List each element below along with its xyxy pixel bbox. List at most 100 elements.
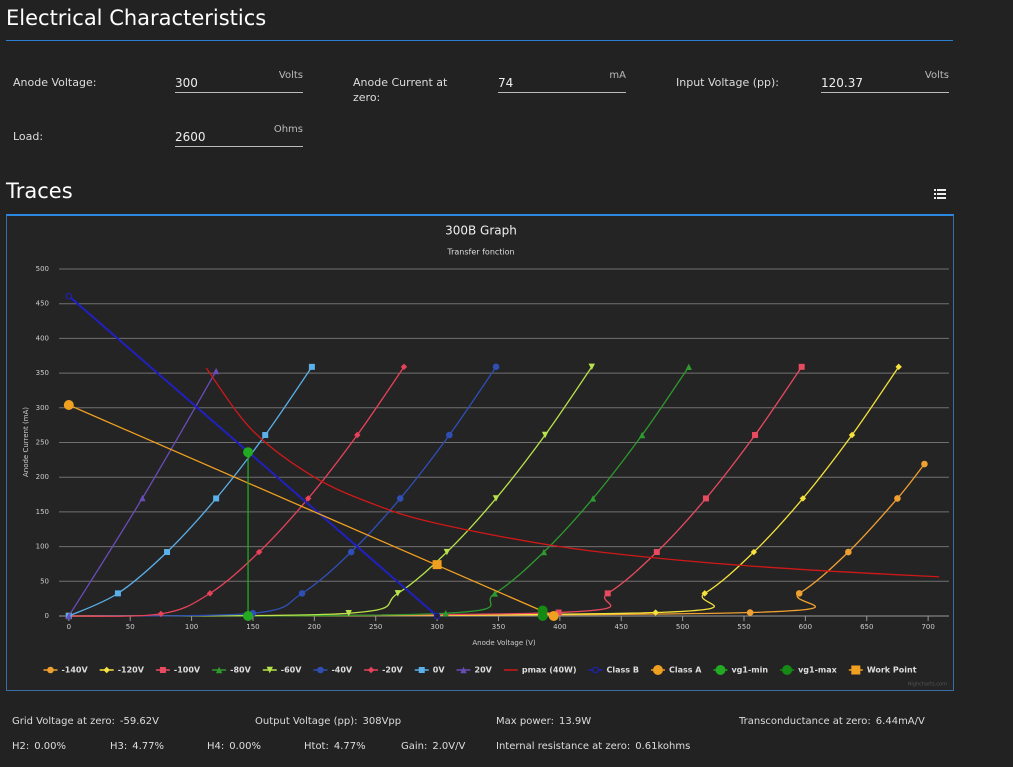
stat-item: Grid Voltage at zero: -59.62V (12, 716, 159, 727)
text-input[interactable]: 74 mA (498, 70, 626, 93)
x-tick-label: 0 (67, 623, 71, 631)
series-line (68, 366, 313, 617)
legend-item: 20V (456, 666, 493, 675)
input-value: 2600 (175, 130, 206, 144)
series-line (68, 366, 803, 617)
chart: 300B Graph Transfer fonction 0 50 100 150 200 2… (22, 224, 949, 688)
legend-label: -60V (281, 666, 302, 675)
text-input[interactable]: 120.37 Volts (821, 70, 949, 93)
text-input[interactable]: 2600 Ohms (175, 124, 303, 147)
marker (443, 548, 451, 556)
input-value: 300 (175, 76, 198, 90)
section-title: Electrical Characteristics (6, 6, 267, 30)
marker (702, 495, 709, 502)
x-tick-label: 250 (369, 623, 382, 631)
stat-item: H4: 0.00% (207, 741, 261, 752)
marker (212, 367, 220, 375)
marker (215, 666, 223, 674)
y-axis-label: Anode Current (mA) (22, 407, 30, 477)
y-tick-label: 50 (40, 577, 49, 585)
marker (47, 666, 54, 674)
legend-item: pmax (40W) (503, 666, 577, 675)
x-tick-label: 550 (737, 623, 750, 631)
chart-subtitle: Transfer fonction (446, 248, 514, 257)
marker (255, 548, 263, 556)
legend-label: -120V (118, 666, 145, 675)
legend-label: -20V (382, 666, 403, 675)
legend-label: -140V (61, 666, 88, 675)
y-tick-label: 0 (45, 612, 49, 620)
marker (418, 667, 425, 673)
field-label: Load: (13, 130, 44, 143)
input-unit: Ohms (273, 124, 303, 135)
y-tick-label: 300 (36, 404, 49, 412)
stat-label: Max power: (496, 716, 554, 727)
legend-label: -100V (174, 666, 201, 675)
stat-label: H2: (12, 741, 30, 752)
legend-label: -40V (331, 666, 352, 675)
marker (604, 590, 611, 597)
field-label: Input Voltage (pp): (676, 76, 779, 89)
marker (396, 495, 404, 502)
marker (345, 610, 352, 617)
x-tick-label: 650 (860, 623, 873, 631)
stat-item: Internal resistance at zero: 0.61kohms (496, 741, 690, 752)
stat-value: 4.77% (333, 741, 366, 752)
input-value: 74 (498, 76, 514, 90)
x-tick-label: 350 (492, 623, 505, 631)
marker (206, 590, 214, 597)
divider (6, 40, 953, 41)
stat-item: Gain: 2.0V/V (401, 741, 465, 752)
text-input[interactable]: 300 Volts (175, 70, 303, 93)
stat-value: 13.9W (558, 716, 592, 727)
legend-item: vg1-max (780, 665, 838, 675)
marker (298, 590, 306, 597)
series-line (68, 404, 554, 617)
marker (114, 590, 121, 597)
x-axis-label: Anode Voltage (V) (472, 639, 535, 647)
x-tick-label: 300 (430, 623, 443, 631)
marker (848, 431, 856, 439)
marker (895, 363, 902, 371)
marker (652, 665, 663, 675)
menu-icon[interactable] (934, 188, 946, 200)
marker (492, 363, 500, 371)
legend-item: 0V (414, 666, 445, 675)
legend-label: -80V (230, 666, 251, 675)
marker (921, 460, 928, 468)
legend-item: -60V (262, 666, 302, 675)
marker (446, 431, 453, 439)
marker (308, 363, 315, 370)
stat-item: H2: 0.00% (12, 741, 66, 752)
marker (433, 612, 441, 620)
marker (442, 610, 449, 617)
marker (432, 560, 442, 570)
x-tick-label: 200 (308, 623, 321, 631)
stat-value: 6.44mA/V (875, 716, 925, 727)
x-tick-label: 400 (553, 623, 566, 631)
legend-item: -40V (313, 666, 353, 675)
series-line (68, 366, 690, 617)
marker (541, 431, 549, 439)
legend-item: -120V (99, 666, 145, 675)
marker (555, 609, 562, 616)
marker (492, 495, 500, 502)
marker (243, 611, 254, 621)
marker (588, 363, 595, 371)
marker (65, 612, 73, 620)
legend-item: Work Point (848, 665, 917, 675)
stat-value: 0.00% (34, 741, 67, 752)
marker (213, 495, 220, 502)
legend-label: Class B (607, 666, 639, 675)
marker (63, 400, 74, 411)
marker (715, 665, 726, 675)
marker (701, 590, 708, 597)
legend-label: vg1-max (798, 666, 838, 675)
chart-title: 300B Graph (445, 224, 517, 238)
marker (164, 549, 171, 556)
marker (367, 666, 375, 674)
legend-item: Class B (588, 666, 639, 675)
input-unit: mA (609, 70, 626, 81)
stat-label: H3: (110, 741, 128, 752)
marker (589, 495, 597, 502)
